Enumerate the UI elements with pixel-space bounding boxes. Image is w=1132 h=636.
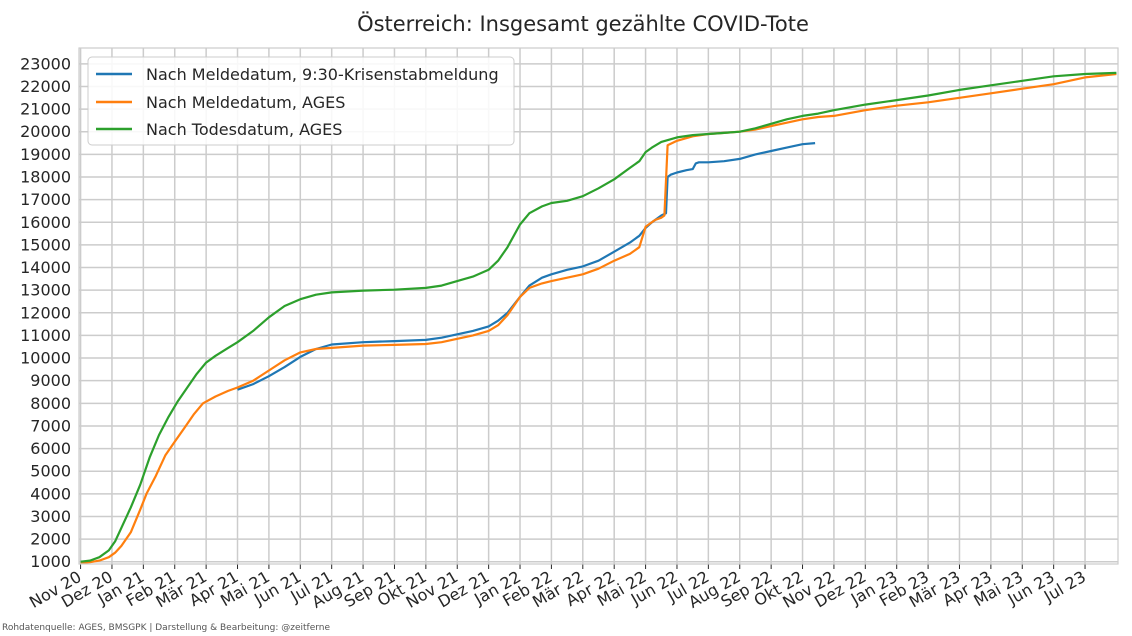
- y-tick-label: 23000: [20, 54, 71, 73]
- y-tick-label: 5000: [30, 462, 71, 481]
- y-tick-label: 3000: [30, 507, 71, 526]
- y-tick-label: 6000: [30, 439, 71, 458]
- y-tick-label: 4000: [30, 484, 71, 503]
- y-tick-label: 10000: [20, 349, 71, 368]
- legend-label-1: Nach Meldedatum, 9:30-Krisenstabmeldung: [146, 65, 499, 84]
- plot-frame: [78, 47, 1119, 565]
- y-tick-label: 20000: [20, 122, 71, 141]
- y-tick-label: 9000: [30, 371, 71, 390]
- source-footnote: Rohdatenquelle: AGES, BMSGPK | Darstellu…: [2, 623, 331, 633]
- y-tick-label: 19000: [20, 145, 71, 164]
- y-tick-label: 16000: [20, 213, 71, 232]
- y-tick-label: 22000: [20, 77, 71, 96]
- y-tick-label: 7000: [30, 416, 71, 435]
- y-tick-label: 17000: [20, 190, 71, 209]
- legend-label-2: Nach Meldedatum, AGES: [146, 93, 345, 112]
- y-tick-label: 18000: [20, 168, 71, 187]
- series-lines: [80, 71, 1117, 564]
- y-tick-label: 8000: [30, 394, 71, 413]
- y-tick-label: 21000: [20, 100, 71, 119]
- legend: Nach Meldedatum, 9:30-Krisenstabmeldung …: [87, 56, 515, 146]
- y-tick-label: 14000: [20, 258, 71, 277]
- x-gridlines: [79, 48, 1086, 569]
- y-tick-label: 2000: [30, 530, 71, 549]
- series-line-2: [80, 72, 1117, 564]
- y-tick-label: 1000: [30, 552, 71, 571]
- y-tick-label: 13000: [20, 281, 71, 300]
- legend-label-3: Nach Todesdatum, AGES: [146, 120, 342, 139]
- legend-box: [87, 56, 515, 146]
- series-line-1: [237, 142, 816, 391]
- chart-title: Österreich: Insgesamt gezählte COVID-Tot…: [357, 11, 809, 36]
- y-tick-labels: 1000 2000 3000 4000 5000 6000 7000 8000 9000 1000…: [20, 54, 71, 571]
- series-line-3: [80, 71, 1117, 563]
- y-tick-label: 12000: [20, 303, 71, 322]
- y-tick-label: 15000: [20, 235, 71, 254]
- y-tick-label: 11000: [20, 326, 71, 345]
